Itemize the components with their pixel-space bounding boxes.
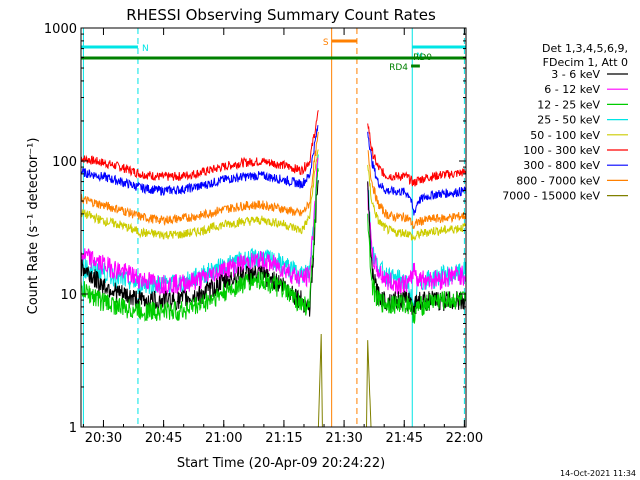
x-tick-label: 21:00 [205, 431, 242, 446]
series-line [367, 181, 467, 315]
y-tick-label: 1 [69, 421, 77, 436]
legend-header: FDecim 1, Att 0 [543, 56, 628, 69]
legend-entry-label: 3 - 6 keV [551, 68, 600, 81]
legend-entry-label: 100 - 300 keV [523, 144, 600, 157]
series-line [80, 168, 319, 322]
series-line [367, 150, 467, 229]
plot-frame [80, 27, 467, 428]
annotation-label: RD0 [413, 53, 432, 63]
legend-entry-label: 6 - 12 keV [544, 83, 600, 96]
x-tick-label: 21:15 [265, 431, 302, 446]
timestamp: 14-Oct-2021 11:34 [560, 469, 636, 478]
series-line [80, 180, 319, 317]
series-line [317, 333, 323, 428]
series-line [367, 131, 467, 216]
legend-entry-label: 800 - 7000 keV [516, 174, 600, 187]
legend-header: Det 1,3,4,5,6,9, [542, 42, 628, 55]
legend-entry-label: 50 - 100 keV [530, 129, 600, 142]
series-line [367, 123, 467, 187]
x-tick-label: 21:45 [386, 431, 423, 446]
chart-title: RHESSI Observing Summary Count Rates [126, 6, 436, 24]
series-line [367, 164, 467, 242]
annotation-label: N [142, 44, 149, 54]
annotation-label: S [323, 38, 329, 48]
series-line [367, 182, 467, 295]
y-tick-label: 10 [60, 288, 77, 303]
x-tick-label: 22:00 [446, 431, 483, 446]
legend-entry-label: 12 - 25 keV [537, 98, 600, 111]
legend-entry-label: 7000 - 15000 keV [502, 190, 600, 203]
y-axis-label: Count Rate (s⁻¹ detector⁻¹) [26, 138, 41, 315]
x-axis-label: Start Time (20-Apr-09 20:24:22) [177, 456, 385, 471]
x-tick-label: 21:30 [325, 431, 362, 446]
y-tick-label: 100 [52, 155, 77, 170]
annotation-label: RD4 [389, 63, 408, 73]
legend-entry-label: 300 - 800 keV [523, 159, 600, 172]
series-line [80, 125, 319, 197]
x-tick-label: 20:30 [85, 431, 122, 446]
series-line [80, 149, 319, 240]
series-line [366, 340, 372, 428]
y-tick-label: 1000 [44, 22, 77, 37]
series-line [367, 213, 467, 324]
series-line [80, 157, 319, 296]
series-line [80, 110, 319, 181]
x-tick-label: 20:45 [145, 431, 182, 446]
legend-entry-label: 25 - 50 keV [537, 114, 600, 127]
series-line [80, 131, 319, 226]
